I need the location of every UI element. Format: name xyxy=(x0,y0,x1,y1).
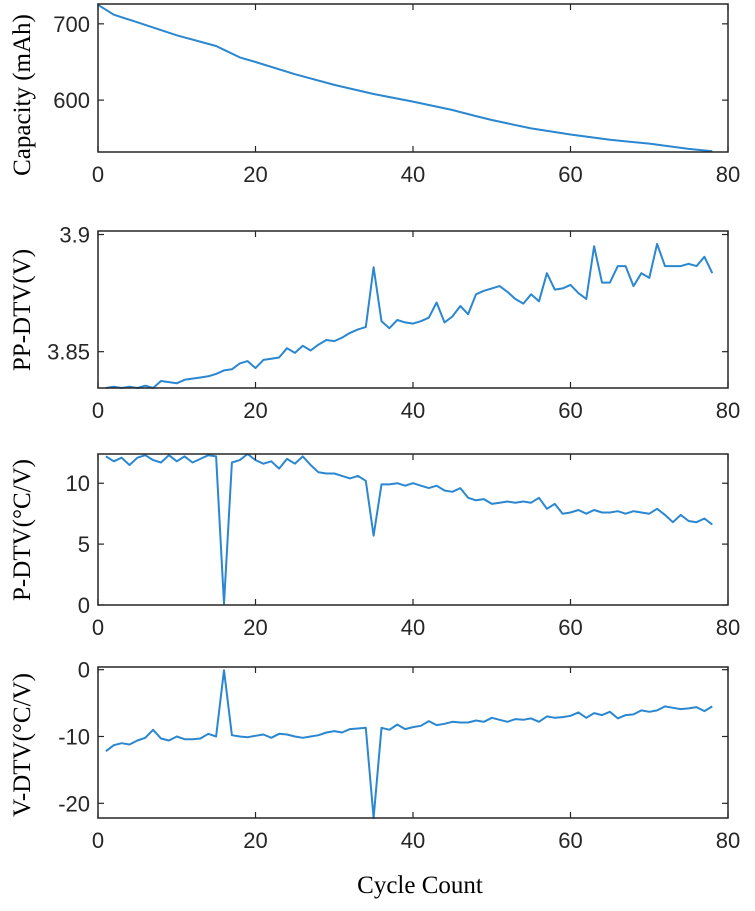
p-dtv-x-tick-label: 20 xyxy=(243,615,267,640)
pp-dtv-x-tick-label: 20 xyxy=(243,398,267,423)
capacity-series-line xyxy=(97,3,713,153)
capacity-plot-frame xyxy=(97,3,729,153)
capacity-y-tick-label: 700 xyxy=(53,12,90,37)
p-dtv-panel: 0 20 40 60 80 0 5 10 xyxy=(66,453,740,640)
v-dtv-y-tick-label: 0 xyxy=(78,658,90,683)
v-dtv-x-tick-label: 40 xyxy=(401,828,425,853)
pp-dtv-y-axis-label: PP-DTV(V) xyxy=(9,249,36,371)
v-dtv-y-tick-label: -10 xyxy=(58,724,90,749)
v-dtv-x-tick-label: 0 xyxy=(92,828,104,853)
capacity-x-tick-label: 0 xyxy=(92,162,104,187)
capacity-y-axis-label: Capacity (mAh) xyxy=(9,14,36,176)
p-dtv-x-tick-label: 80 xyxy=(716,615,740,640)
v-dtv-x-tick-label: 60 xyxy=(558,828,582,853)
p-dtv-y-axis-label: P-DTV(°C/V) xyxy=(9,459,36,601)
pp-dtv-y-tick-label: 3.85 xyxy=(47,340,90,365)
v-dtv-plot-frame xyxy=(97,666,729,819)
pp-dtv-x-tick-label: 0 xyxy=(92,398,104,423)
capacity-y-tick-label: 600 xyxy=(53,88,90,113)
capacity-x-tick-label: 60 xyxy=(558,162,582,187)
p-dtv-plot-frame xyxy=(97,453,729,606)
v-dtv-y-axis-label: V-DTV(°C/V) xyxy=(9,673,36,817)
v-dtv-x-tick-label: 80 xyxy=(716,828,740,853)
capacity-x-tick-label: 80 xyxy=(716,162,740,187)
v-dtv-series-line xyxy=(105,669,713,819)
pp-dtv-series-line xyxy=(105,242,714,389)
v-dtv-y-tick-label: -20 xyxy=(58,791,90,816)
pp-dtv-x-tick-label: 40 xyxy=(401,398,425,423)
p-dtv-y-tick-label: 5 xyxy=(78,532,90,557)
pp-dtv-x-tick-label: 80 xyxy=(716,398,740,423)
p-dtv-series-line xyxy=(105,453,713,605)
capacity-x-tick-label: 20 xyxy=(243,162,267,187)
pp-dtv-panel: 0 20 40 60 80 3.85 3.9 xyxy=(47,223,740,423)
p-dtv-x-tick-label: 40 xyxy=(401,615,425,640)
p-dtv-x-tick-label: 0 xyxy=(92,615,104,640)
p-dtv-x-tick-label: 60 xyxy=(558,615,582,640)
capacity-panel: 0 20 40 60 80 600 700 xyxy=(53,3,740,187)
pp-dtv-x-tick-label: 60 xyxy=(558,398,582,423)
x-axis-label: Cycle Count xyxy=(357,872,483,899)
capacity-x-tick-label: 40 xyxy=(401,162,425,187)
v-dtv-panel: 0 20 40 60 80 -20 -10 0 xyxy=(58,658,740,853)
v-dtv-x-tick-label: 20 xyxy=(243,828,267,853)
pp-dtv-plot-frame xyxy=(97,230,729,389)
p-dtv-y-tick-label: 0 xyxy=(78,593,90,618)
p-dtv-y-tick-label: 10 xyxy=(66,471,90,496)
pp-dtv-y-tick-label: 3.9 xyxy=(59,223,90,248)
